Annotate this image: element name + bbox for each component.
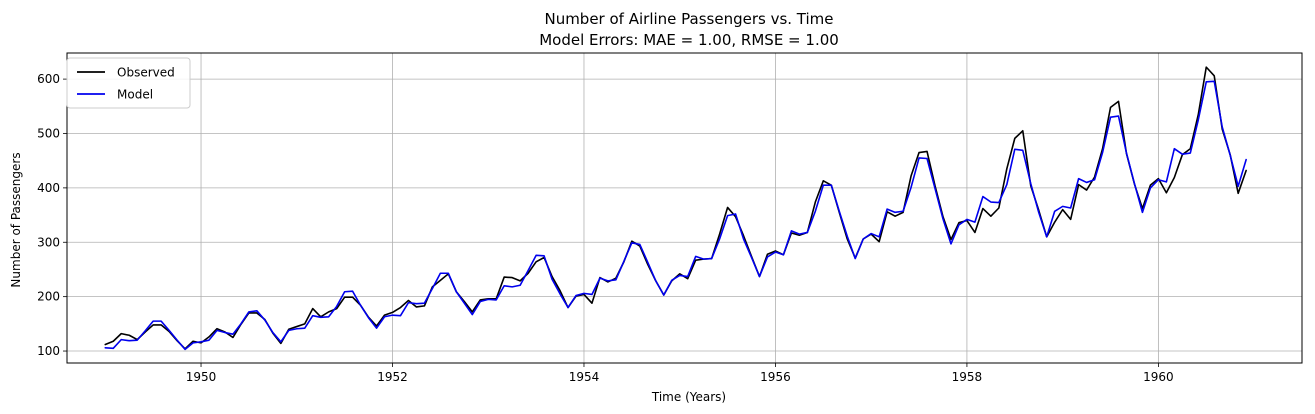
y-tick-label: 200 — [37, 290, 60, 304]
legend: Observed Model — [66, 57, 191, 109]
legend-box — [66, 57, 191, 109]
series-line-observed — [104, 66, 1247, 350]
x-tick-label: 1950 — [186, 370, 217, 384]
y-tick-label: 600 — [37, 72, 60, 86]
y-tick-label: 100 — [37, 344, 60, 358]
x-axis-ticks: 1950 1952 1954 1956 1958 1960 — [186, 363, 1174, 384]
legend-label-model: Model — [117, 88, 153, 102]
x-axis-label: Time (Years) — [651, 390, 726, 404]
plot-area-frame — [66, 52, 1303, 364]
x-tick-label: 1960 — [1143, 370, 1174, 384]
y-axis-ticks: 100 200 300 400 500 600 — [37, 72, 67, 358]
x-tick-label: 1952 — [377, 370, 408, 384]
x-tick-label: 1956 — [760, 370, 791, 384]
grid-lines — [67, 53, 1302, 363]
chart-subtitle: Model Errors: MAE = 1.00, RMSE = 1.00 — [539, 31, 839, 49]
y-tick-label: 300 — [37, 235, 60, 249]
legend-label-observed: Observed — [117, 66, 175, 80]
x-tick-label: 1954 — [569, 370, 600, 384]
x-tick-label: 1958 — [952, 370, 983, 384]
y-tick-label: 400 — [37, 181, 60, 195]
chart-title: Number of Airline Passengers vs. Time — [544, 10, 833, 28]
y-axis-label: Number of Passengers — [9, 152, 23, 287]
y-tick-label: 500 — [37, 126, 60, 140]
series-line-model — [104, 80, 1247, 351]
series-layer — [104, 66, 1247, 351]
